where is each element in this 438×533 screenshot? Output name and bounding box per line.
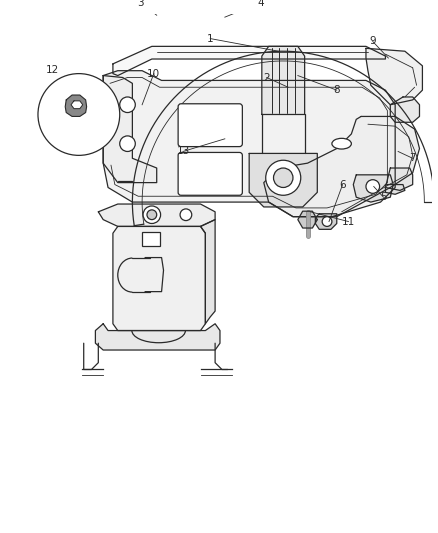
Circle shape <box>143 206 161 223</box>
FancyBboxPatch shape <box>178 152 242 195</box>
Polygon shape <box>103 76 157 183</box>
Circle shape <box>147 210 157 220</box>
Polygon shape <box>298 211 317 228</box>
Text: 8: 8 <box>333 85 340 95</box>
Text: 6: 6 <box>339 180 346 190</box>
FancyBboxPatch shape <box>142 232 159 246</box>
Polygon shape <box>385 168 413 190</box>
Polygon shape <box>103 71 395 217</box>
Circle shape <box>366 180 380 193</box>
Polygon shape <box>315 214 337 229</box>
Polygon shape <box>95 324 220 350</box>
Polygon shape <box>264 116 420 217</box>
Circle shape <box>273 168 293 188</box>
Polygon shape <box>201 220 215 324</box>
Text: 1: 1 <box>207 34 214 44</box>
Circle shape <box>322 217 332 227</box>
Polygon shape <box>113 227 205 330</box>
Polygon shape <box>249 154 317 207</box>
Text: 13: 13 <box>177 147 190 157</box>
Circle shape <box>266 160 301 195</box>
Polygon shape <box>65 95 87 116</box>
Text: 12: 12 <box>46 64 59 75</box>
Polygon shape <box>385 184 405 195</box>
Polygon shape <box>98 204 215 227</box>
Text: 11: 11 <box>342 216 355 227</box>
Polygon shape <box>366 49 422 105</box>
Circle shape <box>180 209 192 221</box>
Polygon shape <box>71 101 83 109</box>
Polygon shape <box>113 46 385 76</box>
Text: 7: 7 <box>410 154 416 163</box>
Ellipse shape <box>332 139 351 149</box>
Text: 4: 4 <box>258 0 264 7</box>
Polygon shape <box>390 97 420 122</box>
Polygon shape <box>262 46 305 115</box>
Text: 9: 9 <box>370 36 376 46</box>
Text: 10: 10 <box>147 69 160 78</box>
Text: 5: 5 <box>380 192 387 202</box>
Circle shape <box>38 74 120 155</box>
Circle shape <box>120 97 135 112</box>
Circle shape <box>120 136 135 151</box>
Text: 3: 3 <box>137 0 144 7</box>
Text: 2: 2 <box>263 72 270 83</box>
Polygon shape <box>353 175 393 202</box>
FancyBboxPatch shape <box>178 104 242 147</box>
